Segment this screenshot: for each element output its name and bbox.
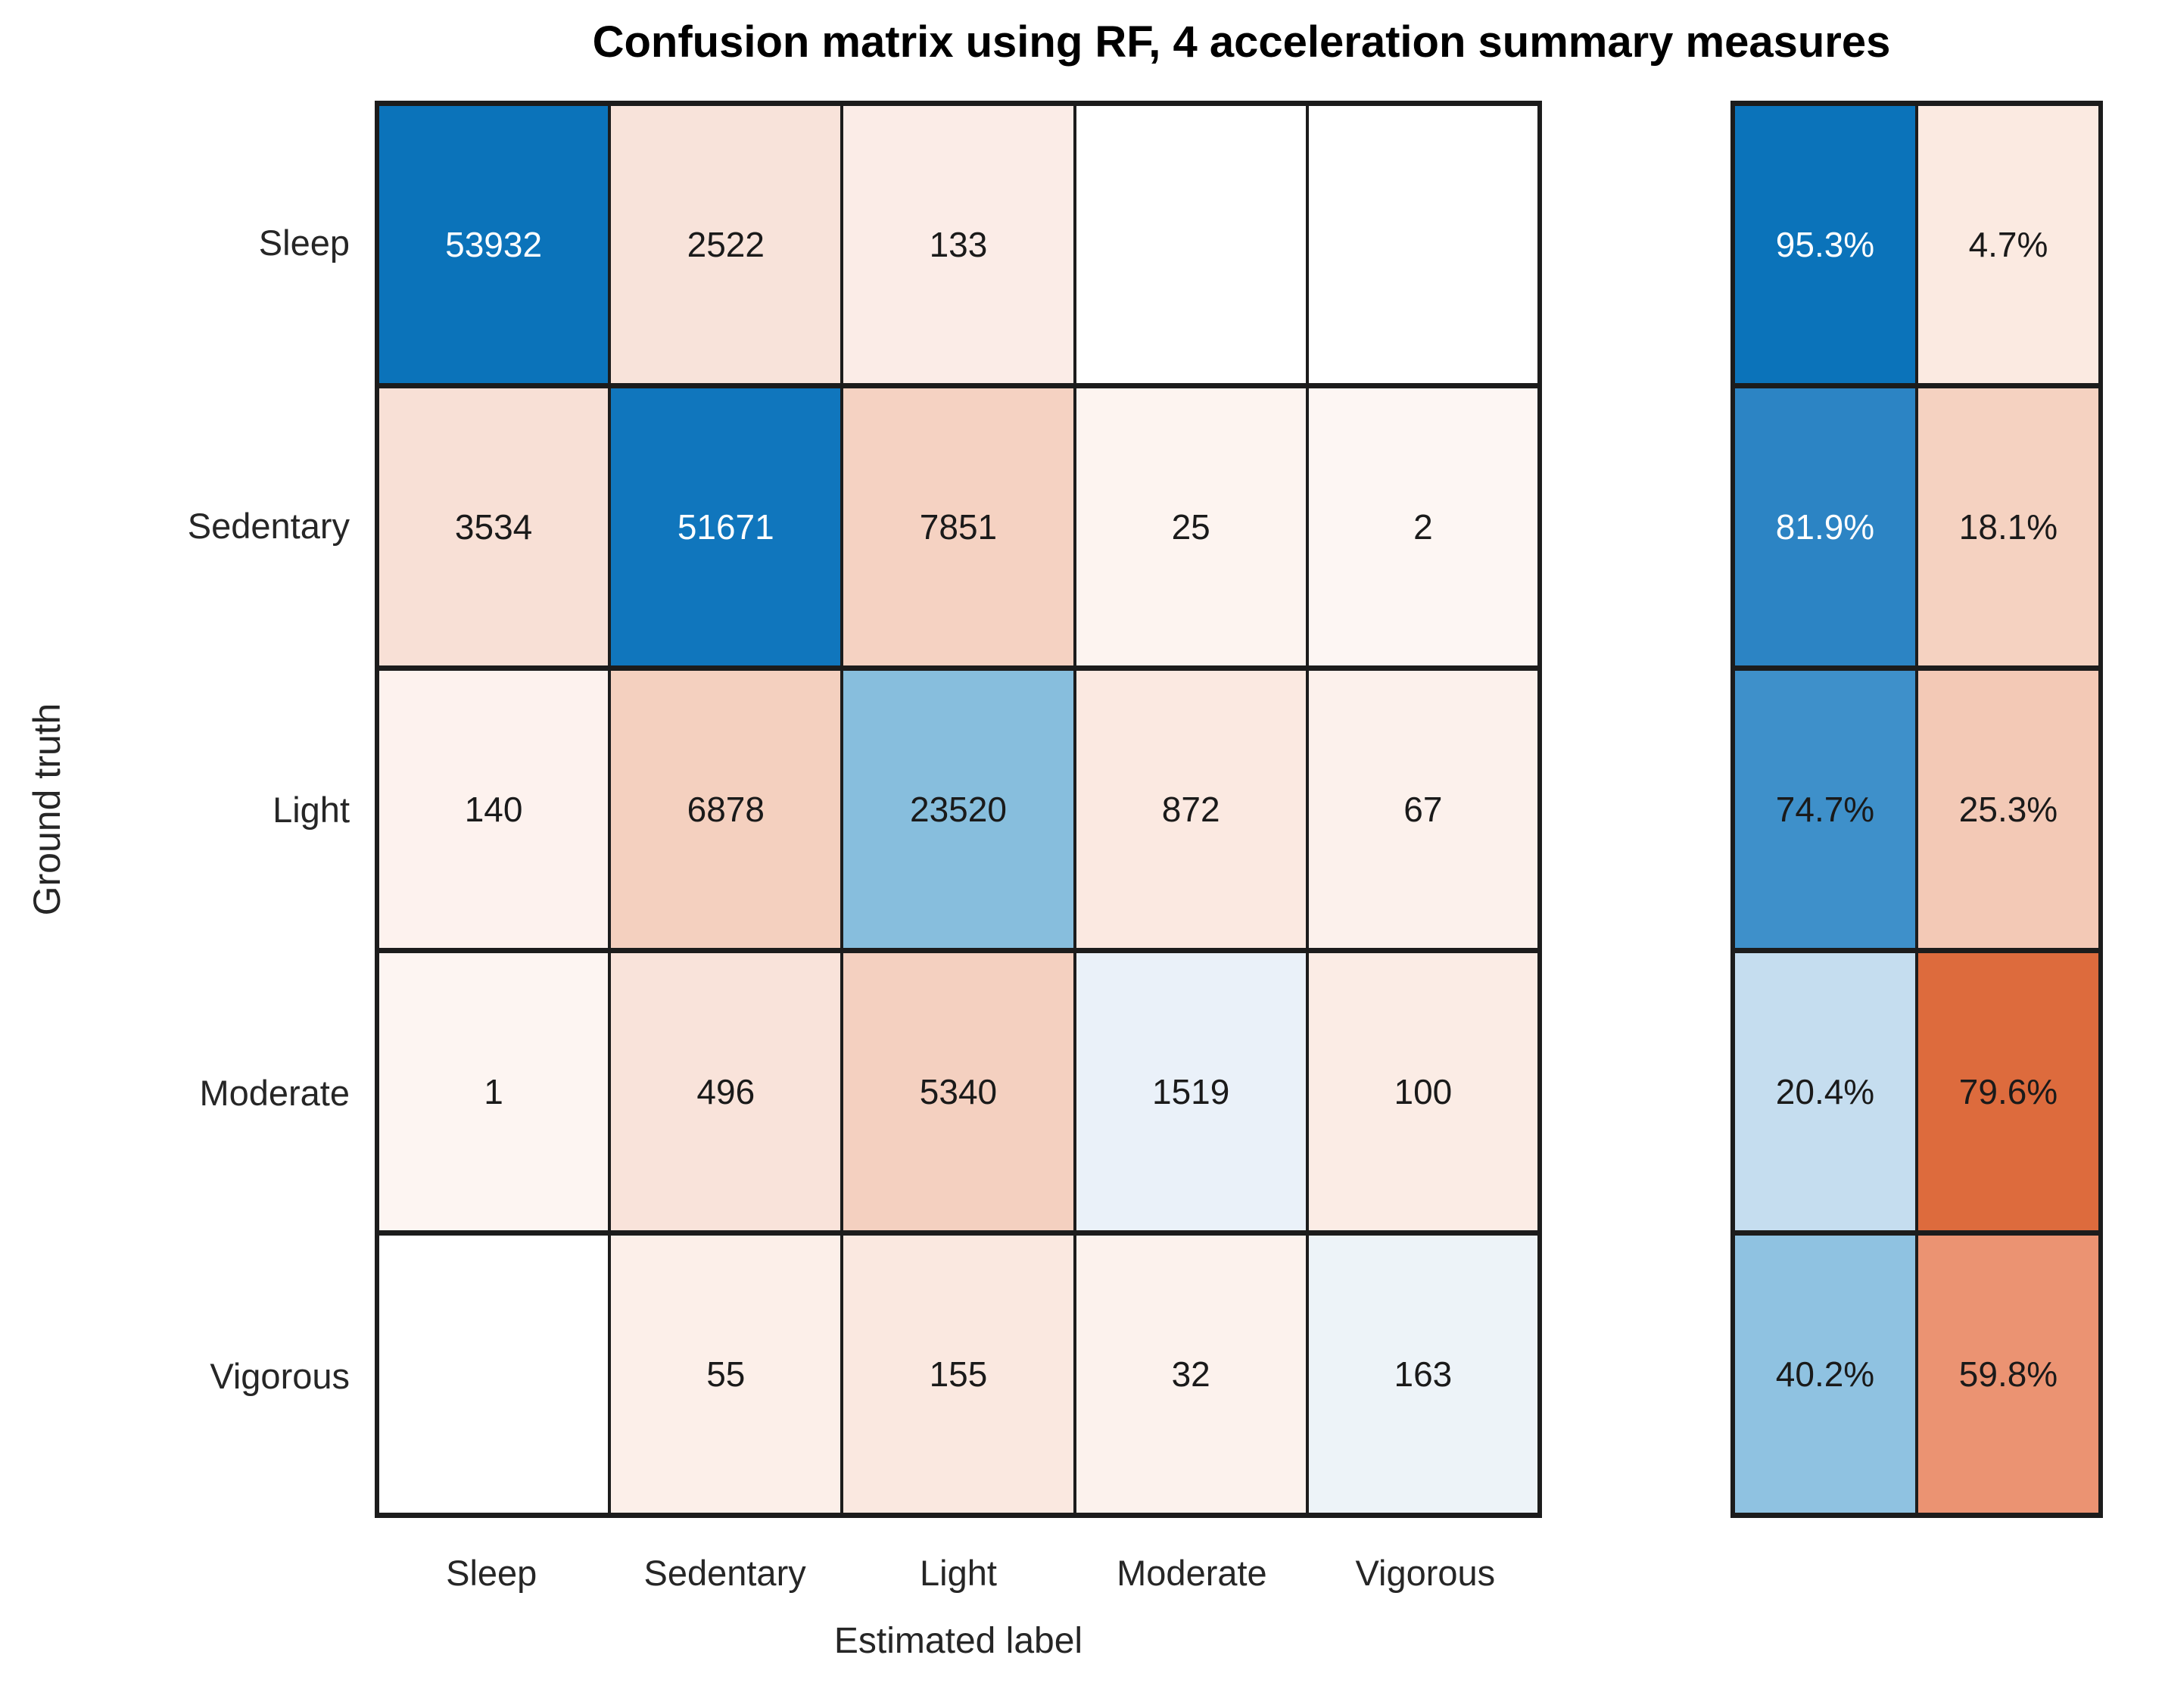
row-label-moderate: Moderate <box>199 1072 350 1113</box>
matrix-cell-r3c4: 100 <box>1305 948 1542 1236</box>
matrix-row-1: 3534 51671 7851 25 2 <box>375 383 1542 671</box>
summary-cell-r3c0: 20.4% <box>1731 948 1918 1236</box>
matrix-cell-r1c1: 51671 <box>608 383 844 671</box>
row-summary-grid: 95.3% 4.7% 81.9% 18.1% 74.7% 25.3% 20.4% 79.6% 4… <box>1730 101 2103 1518</box>
matrix-cell-r2c1: 6878 <box>608 665 844 953</box>
x-axis-label: Estimated label <box>833 1621 1083 1661</box>
summary-row-4: 40.2% 59.8% <box>1731 1230 2102 1518</box>
matrix-cell-r3c0: 1 <box>375 948 612 1236</box>
matrix-cell-r4c2: 155 <box>840 1230 1076 1518</box>
summary-row-2: 74.7% 25.3% <box>1731 665 2102 953</box>
summary-cell-r4c0: 40.2% <box>1731 1230 1918 1518</box>
matrix-cell-r2c4: 67 <box>1305 665 1542 953</box>
matrix-cell-r2c3: 872 <box>1073 665 1309 953</box>
summary-row-1: 81.9% 18.1% <box>1731 383 2102 671</box>
confusion-matrix-grid: 53932 2522 133 3534 51671 7851 25 2 140 6878 23520… <box>375 101 1542 1518</box>
matrix-row-2: 140 6878 23520 872 67 <box>375 665 1542 953</box>
summary-cell-r4c1: 59.8% <box>1915 1230 2102 1518</box>
summary-cell-r1c0: 81.9% <box>1731 383 1918 671</box>
matrix-cell-r0c4 <box>1305 101 1542 388</box>
summary-cell-r3c1: 79.6% <box>1915 948 2102 1236</box>
summary-row-0: 95.3% 4.7% <box>1731 101 2102 388</box>
matrix-cell-r2c0: 140 <box>375 665 612 953</box>
matrix-cell-r4c0 <box>375 1230 612 1518</box>
summary-cell-r0c0: 95.3% <box>1731 101 1918 388</box>
summary-cell-r2c1: 25.3% <box>1915 665 2102 953</box>
col-label-sleep: Sleep <box>446 1552 537 1593</box>
matrix-cell-r3c2: 5340 <box>840 948 1076 1236</box>
matrix-cell-r1c3: 25 <box>1073 383 1309 671</box>
matrix-cell-r1c0: 3534 <box>375 383 612 671</box>
matrix-row-4: 55 155 32 163 <box>375 1230 1542 1518</box>
row-label-light: Light <box>273 789 350 830</box>
matrix-row-0: 53932 2522 133 <box>375 101 1542 388</box>
matrix-cell-r0c2: 133 <box>840 101 1076 388</box>
row-axis-tick-labels: Sleep Sedentary Light Moderate Vigorous <box>0 101 350 1518</box>
matrix-cell-r0c3 <box>1073 101 1309 388</box>
matrix-cell-r3c1: 496 <box>608 948 844 1236</box>
matrix-cell-r1c2: 7851 <box>840 383 1076 671</box>
summary-cell-r0c1: 4.7% <box>1915 101 2102 388</box>
matrix-cell-r0c1: 2522 <box>608 101 844 388</box>
matrix-cell-r3c3: 1519 <box>1073 948 1309 1236</box>
row-label-vigorous: Vigorous <box>210 1356 350 1397</box>
matrix-row-3: 1 496 5340 1519 100 <box>375 948 1542 1236</box>
row-label-sedentary: Sedentary <box>187 506 350 547</box>
column-axis-tick-labels: Sleep Sedentary Light Moderate Vigorous <box>375 1546 1542 1599</box>
summary-row-3: 20.4% 79.6% <box>1731 948 2102 1236</box>
matrix-cell-r4c1: 55 <box>608 1230 844 1518</box>
matrix-cell-r4c4: 163 <box>1305 1230 1542 1518</box>
chart-title: Confusion matrix using RF, 4 acceleratio… <box>592 17 1891 67</box>
matrix-cell-r4c3: 32 <box>1073 1230 1309 1518</box>
matrix-cell-r2c2: 23520 <box>840 665 1076 953</box>
summary-cell-r1c1: 18.1% <box>1915 383 2102 671</box>
col-label-sedentary: Sedentary <box>643 1552 806 1593</box>
col-label-vigorous: Vigorous <box>1355 1552 1496 1593</box>
col-label-light: Light <box>920 1552 997 1593</box>
row-label-sleep: Sleep <box>258 222 350 263</box>
col-label-moderate: Moderate <box>1117 1552 1267 1593</box>
matrix-cell-r1c4: 2 <box>1305 383 1542 671</box>
matrix-cell-r0c0: 53932 <box>375 101 612 388</box>
summary-cell-r2c0: 74.7% <box>1731 665 1918 953</box>
